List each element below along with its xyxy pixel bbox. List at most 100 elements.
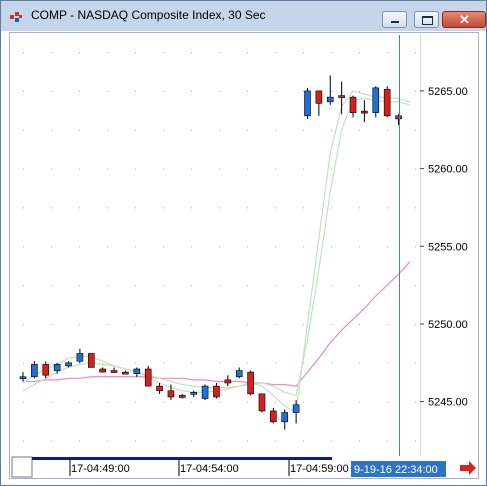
candle-body [258, 393, 266, 412]
grid-dot [303, 246, 304, 248]
grid-dot [387, 323, 388, 325]
minimize-button[interactable] [382, 11, 407, 28]
candle-body [372, 87, 380, 113]
grid-dot [415, 246, 416, 248]
grid-dot [79, 168, 80, 170]
grid-dot [79, 362, 80, 364]
grid-dot [331, 246, 332, 248]
grid-dot [247, 207, 248, 209]
grid-dot [331, 401, 332, 403]
grid-dot [51, 246, 52, 248]
grid-dot [191, 129, 192, 131]
grid-dot [303, 52, 304, 54]
grid-dot [135, 285, 136, 287]
grid-dot [331, 129, 332, 131]
grid-dot [303, 129, 304, 131]
scroll-corner-box[interactable] [11, 456, 33, 478]
grid-dot [275, 362, 276, 364]
grid-dot [191, 168, 192, 170]
grid-dot [219, 168, 220, 170]
grid-dot [387, 362, 388, 364]
maximize-button[interactable] [414, 11, 439, 28]
grid-dot [191, 207, 192, 209]
grid-dot [331, 52, 332, 54]
grid-dot [135, 401, 136, 403]
grid-dot [23, 129, 24, 131]
grid-dot [387, 129, 388, 131]
grid-dot [219, 246, 220, 248]
grid-dot [135, 323, 136, 325]
candle-body [213, 385, 220, 398]
grid-dot [303, 323, 304, 325]
grid-dot [191, 362, 192, 364]
candle-body [53, 364, 61, 371]
candle-body [361, 110, 368, 114]
grid-dot [415, 207, 416, 209]
candle-body [76, 353, 84, 362]
grid-dot [23, 440, 24, 442]
ma-slow-series [22, 98, 411, 397]
candle-body [270, 410, 277, 423]
grid-dot [331, 207, 332, 209]
grid-dot [107, 323, 108, 325]
grid-dot [387, 52, 388, 54]
grid-dot [23, 323, 24, 325]
grid-dot [247, 285, 248, 287]
restore-icon [422, 16, 433, 25]
grid-dot [415, 129, 416, 131]
scroll-range-bar[interactable] [32, 457, 332, 460]
grid-dot [359, 129, 360, 131]
grid-dot [79, 401, 80, 403]
grid-dot [275, 323, 276, 325]
grid-dot [247, 90, 248, 92]
grid-dot [191, 90, 192, 92]
grid-dot [359, 362, 360, 364]
grid-dot [23, 246, 24, 248]
y-tick-label: 5245.00 [428, 397, 468, 409]
candle-body [133, 368, 141, 374]
grid-dot [331, 168, 332, 170]
grid-dot [107, 207, 108, 209]
grid-dot [303, 207, 304, 209]
candlestick-chart[interactable]: 5265.00 5260.00 5255.00 5250.00 5245.00 17-04… [10, 33, 478, 478]
x-tick-label: 17-04:49:00 [71, 463, 130, 475]
grid-dot [387, 401, 388, 403]
chart-area[interactable]: 5265.00 5260.00 5255.00 5250.00 5245.00 17-04… [9, 32, 479, 479]
grid-dot [387, 207, 388, 209]
grid-dot [163, 90, 164, 92]
candle-body [281, 412, 289, 423]
grid-dot [163, 285, 164, 287]
grid-dot [163, 52, 164, 54]
candle-body [167, 390, 175, 398]
grid-dot [107, 90, 108, 92]
grid-dot [51, 440, 52, 442]
grid-dot [163, 401, 164, 403]
candle-body [224, 379, 232, 384]
candle-body [292, 404, 300, 413]
y-tick-label: 5255.00 [428, 241, 468, 253]
grid-dot [23, 207, 24, 209]
grid-dot [79, 90, 80, 92]
candle-body [99, 368, 106, 373]
candle-body [349, 96, 357, 113]
grid-dot [247, 401, 248, 403]
candle-body [110, 370, 118, 373]
grid-dot [275, 246, 276, 248]
grid-dot [303, 90, 304, 92]
grid-dot [51, 52, 52, 54]
candle-body [247, 371, 254, 395]
grid-dot [415, 401, 416, 403]
y-tick-label: 5250.00 [428, 319, 468, 331]
grid-dot [23, 401, 24, 403]
grid-dot [331, 440, 332, 442]
grid-dot [79, 129, 80, 131]
candle-body [19, 376, 27, 380]
grid-dot [79, 52, 80, 54]
grid-dot [163, 129, 164, 131]
close-button[interactable]: ✕ [442, 11, 486, 28]
candle-body [156, 385, 163, 392]
scroll-right-arrow-icon[interactable] [460, 461, 476, 475]
grid-dot [135, 207, 136, 209]
title-bar[interactable]: COMP - NASDAQ Composite Index, 30 Sec ✕ [1, 1, 486, 31]
grid-dot [275, 168, 276, 170]
